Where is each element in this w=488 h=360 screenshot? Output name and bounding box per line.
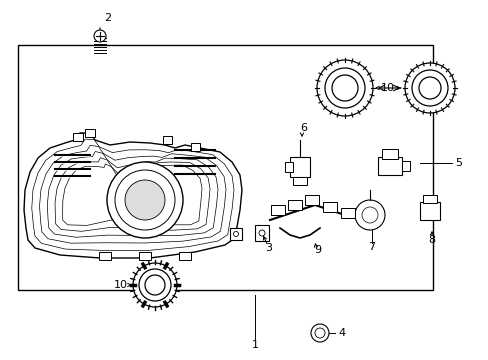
Polygon shape — [24, 133, 242, 258]
Text: 10: 10 — [114, 280, 128, 290]
Bar — [229, 228, 242, 240]
Circle shape — [404, 63, 454, 113]
Bar — [85, 129, 95, 137]
Bar — [270, 205, 285, 215]
Bar — [419, 202, 439, 220]
Circle shape — [314, 328, 325, 338]
Text: 5: 5 — [454, 158, 461, 168]
Circle shape — [411, 70, 447, 106]
Circle shape — [115, 170, 175, 230]
Bar — [73, 133, 83, 141]
Text: 9: 9 — [314, 245, 321, 255]
Bar — [292, 177, 306, 185]
Text: 10: 10 — [380, 83, 394, 93]
Circle shape — [107, 162, 183, 238]
Bar — [401, 161, 409, 171]
Bar — [139, 252, 151, 260]
Text: 1: 1 — [251, 340, 258, 350]
Circle shape — [259, 230, 264, 236]
Bar — [323, 202, 336, 212]
Circle shape — [233, 231, 238, 237]
Bar — [163, 136, 172, 144]
Circle shape — [133, 263, 177, 307]
Circle shape — [125, 180, 164, 220]
Text: 6: 6 — [300, 123, 307, 133]
Circle shape — [145, 275, 164, 295]
Bar — [18, 45, 432, 290]
Circle shape — [418, 77, 440, 99]
Circle shape — [331, 75, 357, 101]
Circle shape — [310, 324, 328, 342]
Bar — [179, 252, 191, 260]
Bar — [305, 195, 318, 205]
Bar — [191, 143, 200, 151]
Circle shape — [325, 68, 364, 108]
Text: 2: 2 — [104, 13, 111, 23]
Circle shape — [361, 207, 377, 223]
Bar — [381, 149, 397, 159]
Text: 4: 4 — [337, 328, 345, 338]
Bar — [99, 252, 111, 260]
Circle shape — [94, 30, 106, 42]
Text: 8: 8 — [427, 235, 435, 245]
Bar — [340, 208, 354, 218]
Bar — [289, 157, 309, 177]
Bar — [377, 157, 401, 175]
Bar — [285, 162, 292, 172]
Bar — [254, 225, 268, 241]
Bar — [287, 200, 302, 210]
Text: 7: 7 — [367, 242, 375, 252]
Circle shape — [354, 200, 384, 230]
Circle shape — [139, 269, 171, 301]
Bar — [422, 195, 436, 203]
Text: 3: 3 — [264, 243, 271, 253]
Circle shape — [316, 60, 372, 116]
